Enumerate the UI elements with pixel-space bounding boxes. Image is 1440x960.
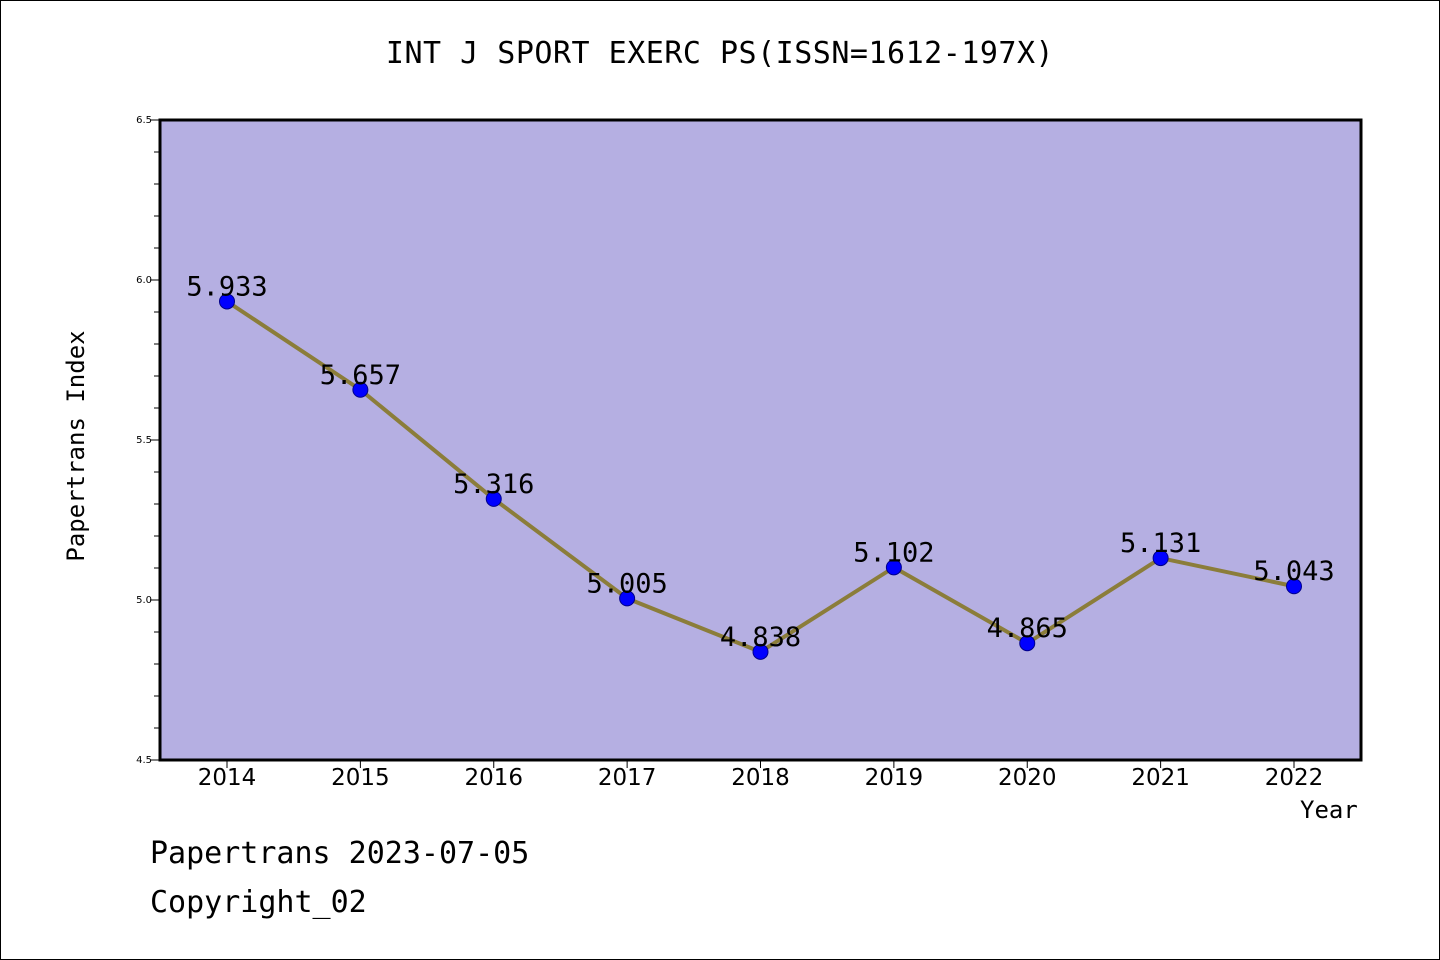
y-tick-label: 6.0 (136, 275, 152, 286)
data-label: 4.865 (987, 613, 1068, 644)
footer-date: Papertrans 2023-07-05 (150, 836, 530, 871)
plot-border (158, 118, 1363, 762)
data-point (1152, 550, 1169, 567)
data-label: 4.838 (720, 622, 801, 653)
data-label: 5.933 (186, 271, 267, 302)
footer-copyright: Copyright_02 (150, 885, 367, 920)
data-points (219, 293, 1302, 660)
x-tick-label: 2020 (998, 765, 1057, 791)
x-tick-label: 2018 (731, 765, 790, 791)
data-point (619, 590, 636, 607)
data-label: 5.657 (320, 360, 401, 391)
x-axis-label: Year (1300, 796, 1358, 824)
y-tick-label: 4.5 (136, 755, 152, 766)
x-tick-label: 2014 (198, 765, 257, 791)
x-axis: 2014 2015 2016 2017 2018 2019 2020 2021 2022 (198, 760, 1324, 791)
data-label: 5.043 (1253, 556, 1334, 587)
data-point (219, 293, 235, 310)
x-tick-label: 2021 (1131, 765, 1190, 791)
x-tick-label: 2015 (331, 765, 390, 791)
x-tick-label: 2022 (1265, 765, 1324, 791)
data-point (485, 490, 502, 507)
data-label: 5.005 (586, 568, 667, 599)
data-labels: 5.933 5.657 5.316 5.005 4.838 5.102 4.865 5.131… (186, 271, 1334, 652)
x-tick-label: 2016 (464, 765, 523, 791)
plot-area (160, 120, 1361, 760)
data-point (885, 559, 902, 576)
data-point (1019, 635, 1036, 652)
data-label: 5.131 (1120, 528, 1201, 559)
y-tick-label: 5.5 (136, 435, 152, 446)
chart-title: INT J SPORT EXERC PS(ISSN=1612-197X) (385, 36, 1055, 71)
y-tick-label: 6.5 (136, 115, 152, 126)
data-point (752, 643, 769, 660)
data-label: 5.316 (453, 469, 534, 500)
data-point (352, 381, 369, 398)
y-axis: 4.5 5.0 5.5 6.0 6.5 (136, 115, 160, 766)
data-point (1286, 578, 1302, 595)
y-tick-label: 5.0 (136, 595, 152, 606)
x-tick-label: 2019 (865, 765, 924, 791)
data-label: 5.102 (853, 537, 934, 568)
x-tick-label: 2017 (598, 765, 657, 791)
